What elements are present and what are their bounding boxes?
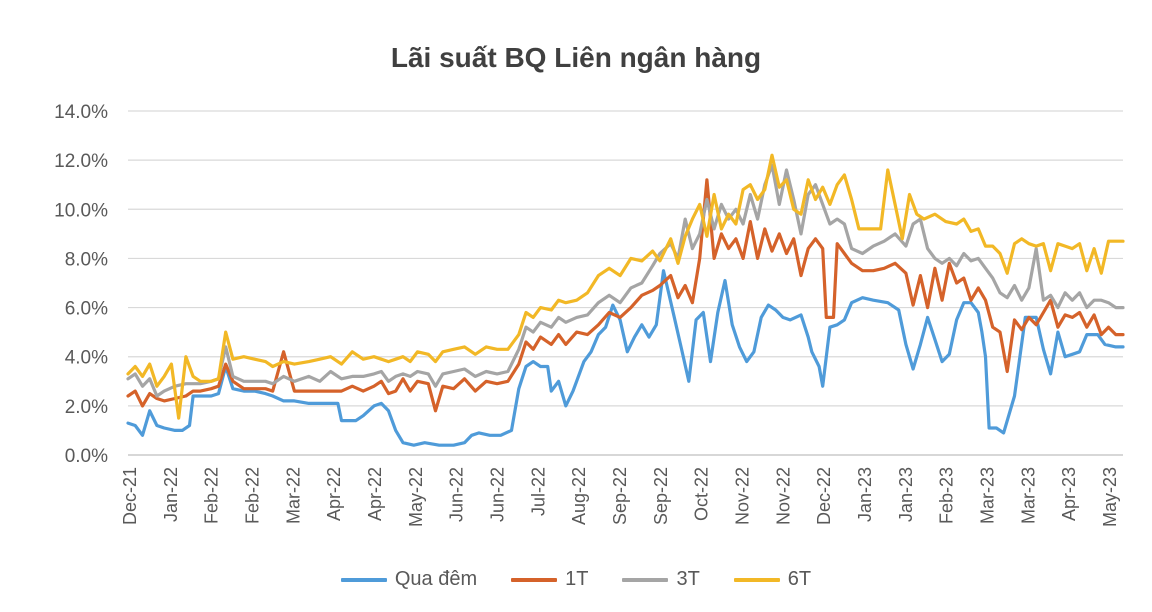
x-tick-label: Jan-22	[161, 467, 181, 522]
x-tick-label: Jun-22	[447, 467, 467, 522]
legend-item: 1T	[511, 568, 588, 591]
legend-label: Qua đêm	[394, 568, 478, 590]
x-tick-label: Sep-22	[610, 467, 630, 525]
x-tick-label: May-22	[406, 467, 426, 527]
x-tick-label: May-23	[1100, 467, 1120, 527]
legend-swatch	[622, 577, 669, 582]
legend-swatch	[511, 577, 558, 582]
x-tick-label: Mar-22	[283, 467, 303, 524]
legend-label: 3T	[676, 568, 700, 590]
x-tick-label: Dec-21	[120, 467, 140, 525]
legend-item: Qua đêm	[340, 568, 478, 591]
legend-item: 3T	[622, 568, 700, 591]
x-tick-label: Nov-22	[733, 467, 753, 525]
y-tick-label: 14.0%	[54, 102, 108, 123]
legend-swatch	[733, 577, 780, 582]
x-tick-label: Nov-22	[773, 467, 793, 525]
x-tick-label: Jan-23	[896, 467, 916, 522]
legend-swatch	[340, 577, 387, 582]
x-tick-label: Mar-23	[1018, 467, 1038, 524]
x-tick-label: Aug-22	[569, 467, 589, 525]
legend-label: 1T	[565, 568, 589, 590]
x-tick-label: Jan-23	[855, 467, 875, 522]
y-tick-label: 10.0%	[54, 200, 108, 221]
series-line-6t	[126, 153, 1125, 420]
y-tick-label: 2.0%	[65, 397, 108, 418]
x-tick-label: Oct-22	[692, 467, 712, 521]
x-tick-label: Feb-22	[243, 467, 263, 524]
y-tick-label: 8.0%	[65, 249, 108, 270]
chart-title: Lãi suất BQ Liên ngân hàng	[390, 42, 762, 73]
series-line-3t	[126, 163, 1125, 398]
legend-item: 6T	[733, 568, 812, 591]
x-tick-label: Jul-22	[528, 467, 548, 516]
x-tick-label: Dec-22	[814, 467, 834, 525]
x-tick-label: Mar-23	[978, 467, 998, 524]
y-tick-label: 6.0%	[65, 299, 108, 320]
series-line-1t	[126, 178, 1125, 413]
x-tick-label: Sep-22	[651, 467, 671, 525]
x-tick-label: Apr-23	[1059, 467, 1079, 521]
y-tick-label: 12.0%	[54, 151, 108, 172]
x-tick-label: Feb-23	[937, 467, 957, 524]
chart-legend: Qua đêm 1T 3T 6T	[0, 568, 1152, 591]
x-tick-label: Apr-22	[365, 467, 385, 521]
y-tick-label: 4.0%	[65, 348, 108, 369]
legend-label: 6T	[787, 568, 812, 590]
x-tick-label: Feb-22	[202, 467, 222, 524]
series-line-qua-đêm	[126, 269, 1125, 447]
y-tick-label: 0.0%	[65, 446, 108, 467]
x-tick-label: Jun-22	[488, 467, 508, 522]
x-tick-label: Apr-22	[324, 467, 344, 521]
